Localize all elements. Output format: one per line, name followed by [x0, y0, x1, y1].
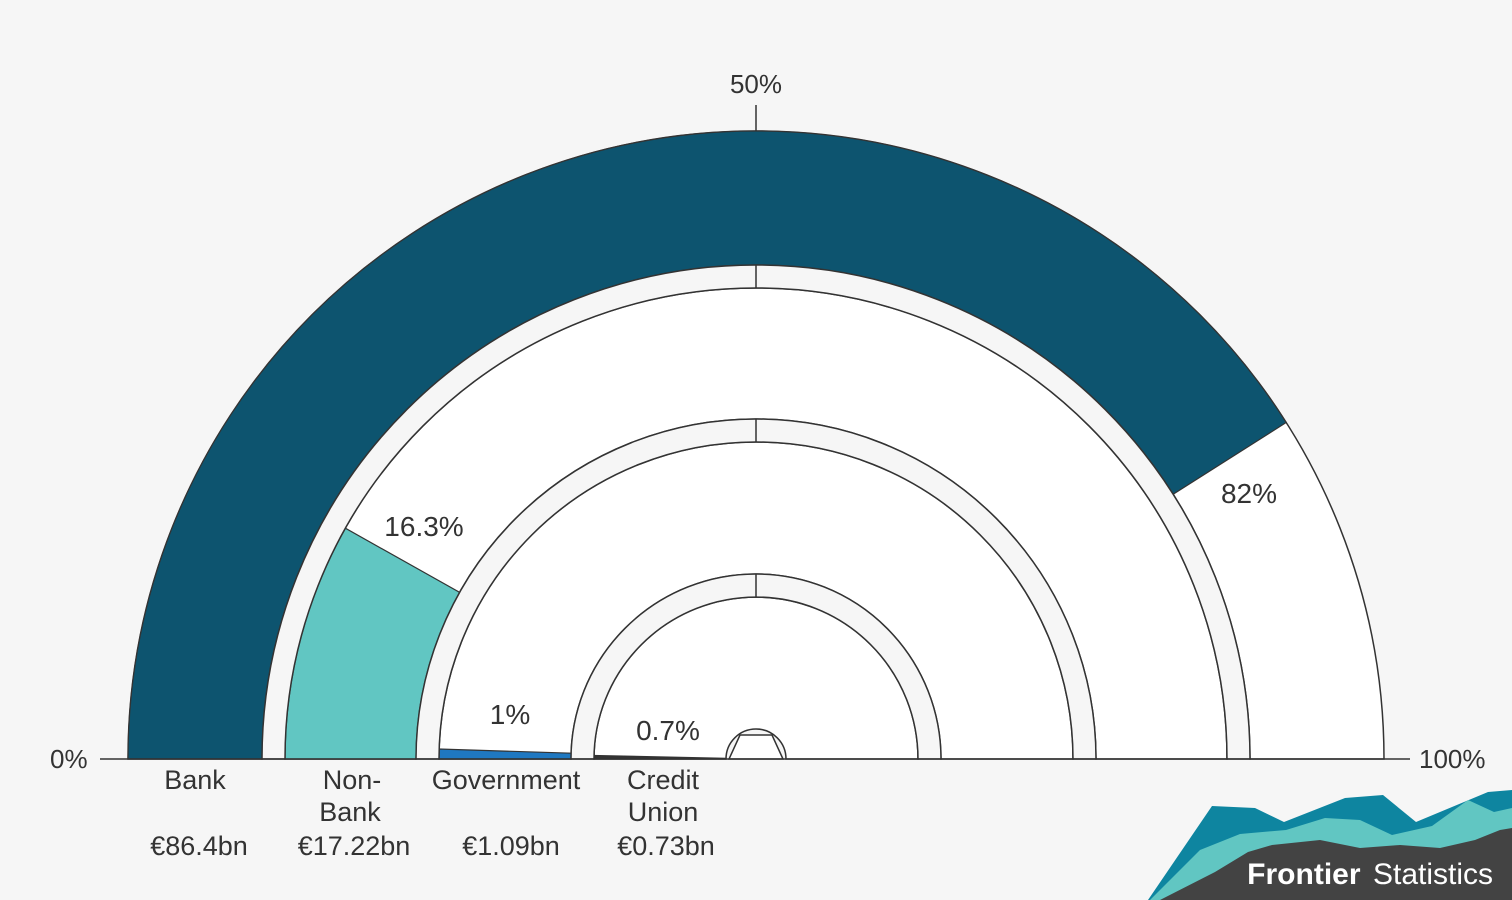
brand-text-regular: Statistics	[1373, 858, 1493, 891]
category-label-creditunion-line2: Union	[628, 797, 699, 827]
value-label-nonbank: €17.22bn	[298, 831, 411, 861]
brand-text: Frontier Statistics	[1247, 858, 1493, 891]
percent-label-bank: 82%	[1221, 478, 1277, 509]
gauge-hub	[727, 734, 785, 760]
category-label-government: Government	[432, 765, 581, 795]
category-label-creditunion-line1: Credit	[627, 765, 700, 795]
category-label-nonbank-line1: Non-	[323, 765, 382, 795]
tick-label-mid: 50%	[730, 69, 782, 99]
category-label-bank: Bank	[164, 765, 226, 795]
brand-mountain-dark	[1160, 828, 1512, 900]
value-label-creditunion: €0.73bn	[617, 831, 715, 861]
category-label-nonbank-line2: Bank	[319, 797, 381, 827]
percent-label-nonbank: 16.3%	[384, 511, 463, 542]
value-label-bank: €86.4bn	[150, 831, 248, 861]
value-label-government: €1.09bn	[462, 831, 560, 861]
tick-label-min: 0%	[50, 744, 88, 774]
tick-label-max: 100%	[1419, 744, 1486, 774]
percent-label-government: 1%	[490, 699, 530, 730]
percent-label-creditunion: 0.7%	[636, 715, 700, 746]
brand-text-bold: Frontier	[1247, 858, 1361, 891]
brand-logo: Frontier Statistics	[1148, 790, 1512, 900]
